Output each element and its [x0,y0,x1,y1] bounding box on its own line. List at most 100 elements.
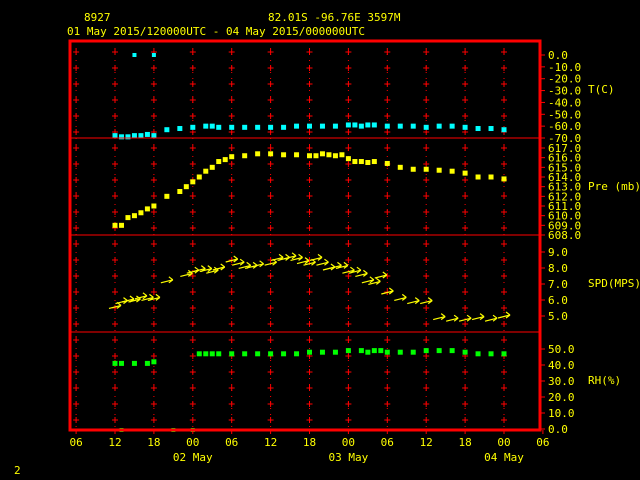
relative_humidity-point [397,349,403,355]
y-axis-label: RH(%) [588,374,621,387]
pressure-point [190,179,196,185]
temperature-point [112,133,118,139]
temperature-point [352,122,358,128]
relative_humidity-point [501,351,507,357]
pressure-point [358,159,364,165]
x-date-label: 02 May [173,451,213,464]
x-date-label: 04 May [484,451,524,464]
relative_humidity-point [196,351,202,357]
wind-arrow-head [233,255,239,260]
wind-arrow-head [356,269,362,274]
wind-arrow-head [317,253,323,258]
pressure-point [183,184,189,190]
temperature-point [190,124,196,130]
wind-arrow-head [363,269,368,274]
temperature-point [131,133,137,139]
temperature-point [209,123,215,129]
relative_humidity-point [255,351,261,357]
relative_humidity-point [332,349,338,355]
x-tick-label: 06 [536,436,549,449]
x-tick-label: 18 [147,436,160,449]
wind-arrow-head [414,300,420,305]
x-date-label: 03 May [329,451,369,464]
relative_humidity-point [462,349,468,355]
wind-arrow-head [155,296,161,301]
wind-arrow-head [207,265,213,270]
pressure-point [365,160,371,165]
wind-arrow-head [492,317,498,322]
pressure-point [371,159,377,165]
wind-arrow [303,261,316,266]
x-tick-label: 00 [497,436,510,449]
pressure-point [352,159,358,165]
wind-arrow [296,260,310,265]
y-tick-label: 20.0 [548,391,575,404]
wind-arrow-head [168,279,174,284]
wind-arrow-head [129,295,135,300]
wind-arrow-head [350,266,355,271]
station-location: 82.01S -96.76E 3597M [268,11,401,24]
wind-arrow-head [375,277,381,282]
wind-arrow-head [414,297,420,302]
wind-arrow-head [187,272,193,277]
pressure-point [112,222,118,228]
relative_humidity-point [144,360,150,366]
pressure-point [144,206,150,212]
wind-arrow-head [401,293,407,298]
pressure-point [449,168,455,174]
wind-arrow-head [369,279,375,284]
relative_humidity-point [436,348,442,354]
pressure-point [281,152,287,158]
y-tick-label: 8.0 [548,262,568,275]
x-tick-label: 00 [186,436,199,449]
relative_humidity-point [209,351,215,357]
temperature-point [319,123,325,129]
y-tick-label: -60.0 [548,120,581,133]
wind-arrow [160,279,174,284]
wind-arrow-head [382,271,388,276]
wind-arrow [355,272,368,277]
wind-arrow-head [142,292,148,297]
wind-arrow-head [149,293,154,298]
wind-arrow-head [272,261,277,266]
grid-layer [73,48,507,428]
wind-arrow-head [388,287,394,292]
wind-arrow-head [116,304,122,309]
wind-arrow [225,258,238,263]
y-tick-label: 6.0 [548,294,568,307]
x-tick-label: 12 [264,436,277,449]
relative_humidity-point [307,349,312,355]
pressure-point [501,176,507,182]
wind-arrow [134,295,148,300]
wind-arrow [283,255,297,260]
temperature-point [475,126,481,132]
data-layer [108,53,511,432]
wind-arrow-head [466,317,472,322]
temperature-point [216,124,222,130]
y-tick-label: 30.0 [548,375,575,388]
wind-arrow-head [466,314,472,319]
pressure-point [164,193,170,199]
x-tick-label: 06 [69,436,82,449]
pressure-point [307,153,312,159]
time-range: 01 May 2015/120000UTC - 04 May 2015/0000… [67,25,365,38]
wind-arrow-head [200,265,206,270]
wind-arrow [316,261,329,266]
y-tick-label: 0.0 [548,423,568,436]
wind-arrow-head [479,313,485,318]
temperature-point [268,124,274,130]
wind-arrow-head [220,263,226,268]
relative_humidity-point [118,360,124,366]
relative_humidity-point [203,351,209,357]
wind-arrow [348,269,362,274]
relative_humidity-point [229,351,235,357]
wind-arrow-head [375,280,381,285]
relative_humidity-point [358,348,364,354]
temperature-point [488,126,494,132]
wind-arrow [180,272,193,277]
relative_humidity-point [112,360,118,366]
relative_humidity-point [423,348,429,354]
relative_humidity-point [131,360,137,366]
wind-arrow-head [259,263,264,268]
